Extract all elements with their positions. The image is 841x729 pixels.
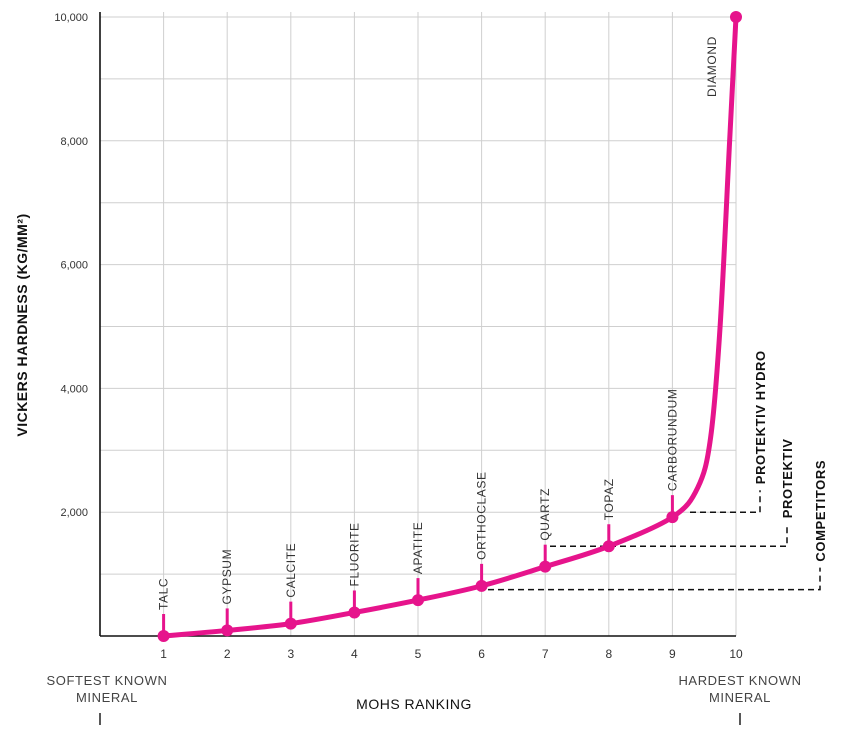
- softest-label-line1: SOFTEST KNOWN: [47, 673, 168, 688]
- y-axis-title: VICKERS HARDNESS (KG/MM²): [14, 213, 30, 436]
- data-point: [157, 630, 170, 642]
- x-tick-label: 2: [224, 647, 231, 661]
- data-point: [602, 540, 615, 553]
- data-point: [730, 11, 742, 23]
- hardest-label-line2: MINERAL: [709, 690, 771, 705]
- mineral-label: DIAMOND: [705, 36, 719, 97]
- mineral-label: APATITE: [411, 522, 425, 574]
- mineral-label: ORTHOCLASE: [475, 471, 489, 559]
- product-leader: [488, 567, 821, 591]
- data-point: [221, 624, 234, 637]
- grid-lines: [100, 12, 737, 636]
- mineral-label: TOPAZ: [602, 478, 616, 520]
- mineral-label: QUARTZ: [538, 488, 552, 541]
- mineral-label: CARBORUNDUM: [665, 389, 679, 492]
- hardest-label-line1: HARDEST KNOWN: [678, 673, 801, 688]
- x-tick-labels: 1 2 3 4 5 6 7 8 9 10: [160, 647, 743, 661]
- y-tick-label: 6,000: [60, 260, 88, 272]
- y-tick-label: 8,000: [60, 136, 88, 148]
- axes: [99, 12, 736, 637]
- x-axis-title: MOHS RANKING: [356, 696, 472, 712]
- x-tick-label: 9: [669, 647, 676, 661]
- x-tick-label: 3: [287, 647, 294, 661]
- data-point: [539, 560, 552, 573]
- mineral-label: CALCITE: [284, 543, 298, 598]
- data-points: TALC GYPSUM CALCITE FLUORITE APATITE ORTHOCLA…: [157, 11, 742, 642]
- mineral-label: TALC: [157, 578, 171, 610]
- x-tick-label: 5: [415, 647, 422, 661]
- data-point: [348, 606, 361, 619]
- softest-label-line2: MINERAL: [76, 690, 138, 705]
- product-leader: [550, 524, 788, 547]
- y-tick-label: 4,000: [60, 383, 88, 395]
- x-tick-label: 10: [729, 647, 743, 661]
- x-tick-label: 7: [542, 647, 549, 661]
- y-tick-labels: 2,000 4,000 6,000 8,000 10,000: [54, 12, 88, 519]
- product-label: PROTEKTIV HYDRO: [753, 350, 768, 484]
- data-point: [666, 511, 679, 524]
- product-leader: [690, 490, 761, 513]
- product-label: COMPETITORS: [813, 460, 828, 562]
- data-point: [475, 579, 488, 592]
- product-label: PROTEKTIV: [780, 438, 795, 518]
- mineral-label: FLUORITE: [347, 522, 361, 586]
- mineral-label: GYPSUM: [220, 549, 234, 605]
- x-tick-label: 8: [605, 647, 612, 661]
- y-tick-label: 10,000: [54, 12, 88, 24]
- x-tick-label: 6: [478, 647, 485, 661]
- x-tick-label: 4: [351, 647, 358, 661]
- y-tick-label: 2,000: [60, 507, 88, 519]
- data-point: [284, 617, 297, 630]
- data-point: [412, 594, 424, 607]
- product-markers: PROTEKTIV HYDRO PROTEKTIV COMPETITORS: [488, 350, 828, 591]
- x-tick-label: 1: [160, 647, 167, 661]
